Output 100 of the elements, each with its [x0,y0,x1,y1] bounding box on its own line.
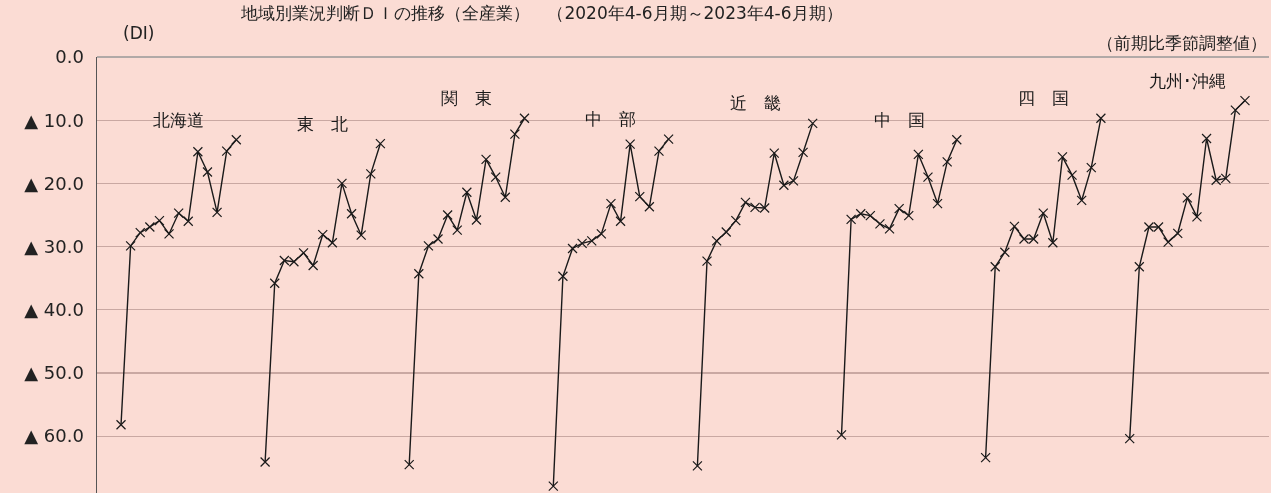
point [404,459,415,470]
point [1009,221,1020,232]
point [1038,207,1049,219]
point [1239,95,1251,106]
point [211,207,223,218]
point [308,260,319,271]
point [980,452,991,463]
point [625,139,636,150]
point [653,146,665,157]
point [1163,237,1174,248]
point [192,146,203,157]
point [951,134,962,145]
point [423,240,434,252]
point [490,171,501,183]
point [990,261,1001,272]
point [644,201,655,212]
point [1086,162,1097,173]
point [413,268,424,279]
point [807,118,818,129]
point [692,460,703,471]
point [183,216,194,227]
point [557,271,569,282]
point [740,197,751,208]
point [135,227,146,238]
point [778,180,789,191]
point [913,149,924,160]
point [615,216,626,227]
point [471,214,482,226]
y-tick-label: ▲ 30.0 [24,235,84,257]
point [231,134,242,145]
y-tick-label: ▲ 40.0 [24,299,84,321]
point [634,191,645,202]
point [942,156,953,167]
point [1172,228,1183,239]
point [701,256,713,267]
y-tick-label: ▲ 20.0 [24,172,84,194]
point [1057,151,1068,162]
point [1076,195,1087,206]
point [452,225,463,236]
point [317,229,328,240]
point [519,113,530,124]
point [154,215,165,226]
point [442,209,453,221]
point [336,178,348,189]
point [260,456,271,468]
point [173,207,184,219]
point [1134,261,1145,272]
point [1191,211,1203,222]
point [509,128,520,140]
series-label: 中 国 [874,110,925,130]
point [327,237,338,248]
point [298,247,309,258]
y-axis-title: (DI) [123,23,155,43]
series-label: 関 東 [441,88,492,108]
point [884,223,895,234]
point [596,228,607,240]
point [461,187,472,198]
point [836,429,847,440]
point [567,243,578,254]
point [346,208,357,219]
series-label: 東 北 [297,114,348,134]
point [999,247,1010,258]
point [144,221,155,233]
series-label: 中 部 [585,109,636,129]
point [721,226,732,238]
point [903,210,914,221]
point [1066,170,1078,181]
point [125,240,136,252]
point [269,278,280,289]
point [788,175,799,186]
y-tick-label: ▲ 50.0 [24,362,84,384]
point [356,230,367,241]
point [500,192,511,203]
y-tick-label: ▲ 60.0 [24,425,84,447]
point [1095,113,1106,124]
series-label: 四 国 [1018,88,1069,108]
point [769,147,780,159]
chart-title: 地域別業況判断ＤＩの推移（全産業） （2020年4-6月期～2023年4-6月期） [240,3,843,24]
point [922,171,934,183]
point [115,419,127,430]
point [846,214,857,225]
series-label: 近 畿 [730,93,781,113]
point [894,203,905,214]
point [932,198,943,209]
point [605,198,617,209]
point [1047,237,1058,248]
chart-subtitle: （前期比季節調整値） [1097,33,1267,53]
point [163,228,175,240]
series-label: 北海道 [153,110,204,130]
point [874,218,886,229]
point [480,154,492,165]
point [730,215,741,226]
point [221,146,232,157]
point [663,134,674,145]
point [711,235,722,246]
point [432,233,444,245]
point [375,138,386,149]
point [365,168,376,179]
point [1124,433,1135,444]
point [1230,104,1241,116]
